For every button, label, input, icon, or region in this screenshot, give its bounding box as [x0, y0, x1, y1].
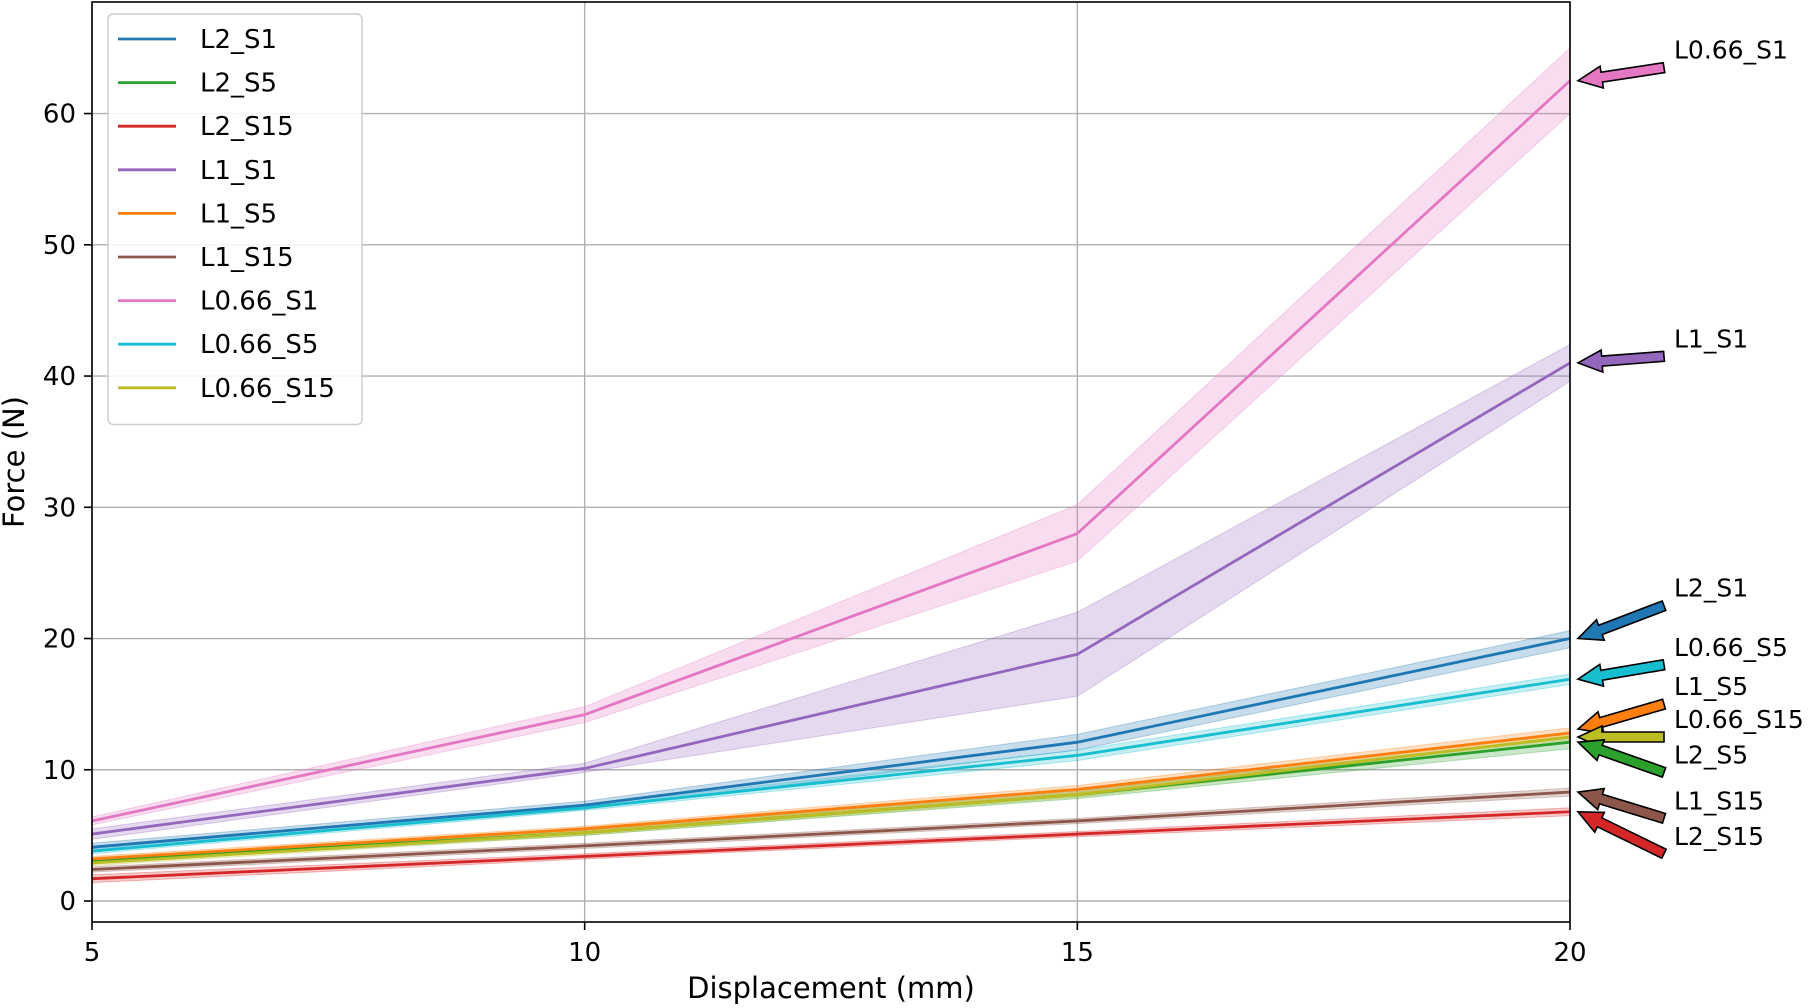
arrow-l2-s1	[1576, 599, 1667, 642]
line-l0-66-s1	[91, 79, 1571, 823]
legend-label-l0-66-s15: L0.66_S15	[200, 374, 335, 404]
band-l1-s5	[91, 727, 1571, 863]
y-tick-label: 10	[43, 756, 76, 786]
arrow-l1-s5	[1576, 698, 1667, 734]
annotation-label-l2-s1: L2_S1	[1674, 574, 1748, 603]
legend-label-l0-66-s5: L0.66_S5	[200, 330, 318, 360]
annotation-label-l0-66-s15: L0.66_S15	[1674, 705, 1804, 734]
annotation-label-l2-s5: L2_S5	[1674, 740, 1748, 769]
x-tick-label: 20	[1553, 938, 1586, 968]
series-lines	[91, 79, 1571, 881]
x-tick-label: 5	[84, 938, 101, 968]
arrow-l0-66-s1	[1576, 61, 1666, 90]
arrow-l1-s15	[1576, 787, 1667, 825]
legend-box	[107, 13, 363, 426]
arrow-l2-s5	[1576, 738, 1667, 779]
line-l2-s1	[91, 637, 1571, 849]
x-tick-label: 15	[1061, 938, 1094, 968]
annotation-label-l1-s15: L1_S15	[1674, 786, 1764, 815]
y-tick-label: 40	[43, 362, 76, 392]
axis-ticks: 5 10 15 20 0 10 20 30 40 50 60	[43, 100, 1587, 968]
x-tick-label: 10	[568, 938, 601, 968]
arrow-l2-s15	[1576, 810, 1668, 860]
series-annotations: L0.66_S1 L1_S1 L2_S1 L0.66_S5 L1_S5 L0.66_S15…	[1576, 36, 1804, 860]
legend-label-l1-s5: L1_S5	[200, 199, 277, 229]
arrow-l0-66-s5	[1576, 658, 1666, 688]
line-l0-66-s15	[91, 735, 1571, 865]
line-l1-s1	[91, 361, 1571, 836]
legend-label-l2-s15: L2_S15	[200, 112, 294, 142]
line-l0-66-s5	[91, 677, 1571, 853]
legend-label-l2-s5: L2_S5	[200, 69, 277, 99]
annotation-label-l1-s1: L1_S1	[1674, 324, 1748, 353]
y-tick-label: 20	[43, 625, 76, 655]
legend: L2_S1 L2_S5 L2_S15 L1_S1 L1_S5 L1_S15 L0.66_S1…	[107, 13, 363, 426]
y-tick-label: 60	[43, 100, 76, 130]
line-l2-s15	[91, 810, 1571, 881]
plot-frame	[91, 1, 1571, 923]
legend-label-l2-s1: L2_S1	[200, 25, 277, 55]
annotation-label-l2-s15: L2_S15	[1674, 822, 1764, 851]
y-axis-label: Force (N)	[0, 396, 31, 528]
y-tick-label: 50	[43, 231, 76, 261]
y-tick-label: 0	[59, 887, 76, 917]
legend-label-l0-66-s1: L0.66_S1	[200, 287, 318, 317]
line-l1-s15	[91, 790, 1571, 871]
legend-label-l1-s1: L1_S1	[200, 156, 277, 186]
legend-label-l1-s15: L1_S15	[200, 243, 294, 273]
x-axis-label: Displacement (mm)	[687, 971, 975, 1005]
line-l1-s5	[91, 731, 1571, 861]
arrow-l1-s1	[1576, 348, 1666, 374]
annotation-label-l1-s5: L1_S5	[1674, 672, 1748, 701]
annotation-label-l0-66-s1: L0.66_S1	[1674, 36, 1788, 65]
y-tick-label: 30	[43, 493, 76, 523]
annotation-label-l0-66-s5: L0.66_S5	[1674, 633, 1788, 662]
